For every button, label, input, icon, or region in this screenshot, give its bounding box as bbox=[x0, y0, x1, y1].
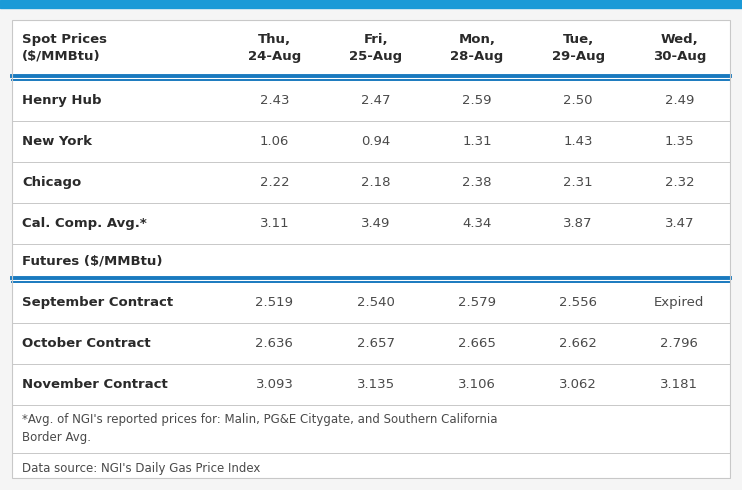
Text: 1.31: 1.31 bbox=[462, 135, 492, 148]
Text: 1.35: 1.35 bbox=[665, 135, 695, 148]
Text: Wed,
30-Aug: Wed, 30-Aug bbox=[653, 33, 706, 63]
Text: Thu,
24-Aug: Thu, 24-Aug bbox=[248, 33, 301, 63]
Text: 2.579: 2.579 bbox=[458, 296, 496, 309]
Text: 2.59: 2.59 bbox=[462, 94, 492, 107]
Text: 2.540: 2.540 bbox=[357, 296, 395, 309]
Text: Cal. Comp. Avg.*: Cal. Comp. Avg.* bbox=[22, 217, 147, 230]
Text: 3.135: 3.135 bbox=[357, 378, 395, 391]
Text: 3.47: 3.47 bbox=[665, 217, 694, 230]
Text: 2.18: 2.18 bbox=[361, 176, 390, 189]
Text: *Avg. of NGI's reported prices for: Malin, PG&E Citygate, and Southern Californi: *Avg. of NGI's reported prices for: Mali… bbox=[22, 414, 497, 444]
Text: Futures ($/MMBtu): Futures ($/MMBtu) bbox=[22, 255, 162, 268]
Text: 2.519: 2.519 bbox=[255, 296, 293, 309]
Text: Data source: NGI's Daily Gas Price Index: Data source: NGI's Daily Gas Price Index bbox=[22, 462, 260, 475]
Text: 3.87: 3.87 bbox=[563, 217, 593, 230]
Text: 2.43: 2.43 bbox=[260, 94, 289, 107]
Text: Spot Prices
($/MMBtu): Spot Prices ($/MMBtu) bbox=[22, 33, 107, 63]
Text: Fri,
25-Aug: Fri, 25-Aug bbox=[349, 33, 402, 63]
Text: 3.11: 3.11 bbox=[260, 217, 289, 230]
Text: 2.556: 2.556 bbox=[559, 296, 597, 309]
Text: 0.94: 0.94 bbox=[361, 135, 390, 148]
Text: 4.34: 4.34 bbox=[462, 217, 492, 230]
Text: 2.665: 2.665 bbox=[458, 337, 496, 350]
Text: Chicago: Chicago bbox=[22, 176, 82, 189]
Text: 2.657: 2.657 bbox=[357, 337, 395, 350]
Text: 2.38: 2.38 bbox=[462, 176, 492, 189]
Text: 3.49: 3.49 bbox=[361, 217, 390, 230]
Text: 3.181: 3.181 bbox=[660, 378, 698, 391]
Text: 2.796: 2.796 bbox=[660, 337, 698, 350]
Text: 2.662: 2.662 bbox=[559, 337, 597, 350]
Text: Expired: Expired bbox=[654, 296, 705, 309]
Bar bbox=[0, 0, 742, 8]
Text: New York: New York bbox=[22, 135, 92, 148]
Text: 2.636: 2.636 bbox=[255, 337, 293, 350]
Text: 2.50: 2.50 bbox=[563, 94, 593, 107]
Text: Henry Hub: Henry Hub bbox=[22, 94, 102, 107]
Text: Mon,
28-Aug: Mon, 28-Aug bbox=[450, 33, 504, 63]
Text: 2.49: 2.49 bbox=[665, 94, 694, 107]
Text: 2.32: 2.32 bbox=[665, 176, 695, 189]
Text: 2.22: 2.22 bbox=[260, 176, 289, 189]
Text: 1.43: 1.43 bbox=[563, 135, 593, 148]
Text: October Contract: October Contract bbox=[22, 337, 151, 350]
Text: Tue,
29-Aug: Tue, 29-Aug bbox=[551, 33, 605, 63]
Text: 1.06: 1.06 bbox=[260, 135, 289, 148]
Text: 3.106: 3.106 bbox=[458, 378, 496, 391]
Text: 2.47: 2.47 bbox=[361, 94, 390, 107]
Text: November Contract: November Contract bbox=[22, 378, 168, 391]
Text: 2.31: 2.31 bbox=[563, 176, 593, 189]
Text: September Contract: September Contract bbox=[22, 296, 173, 309]
Text: 3.093: 3.093 bbox=[255, 378, 293, 391]
Text: 3.062: 3.062 bbox=[559, 378, 597, 391]
